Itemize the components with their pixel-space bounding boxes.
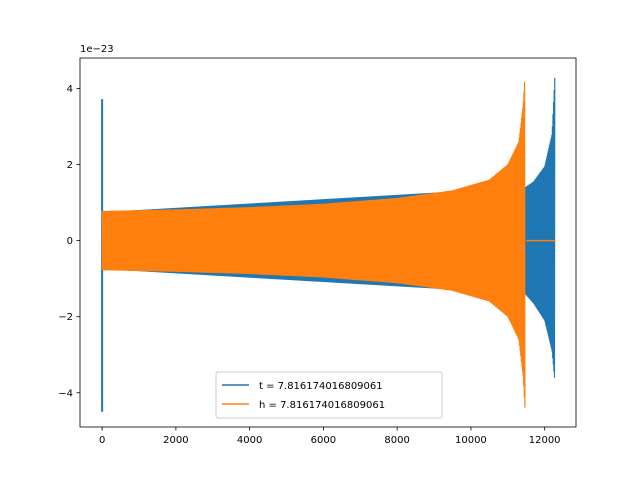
x-tick-label: 2000 (163, 435, 188, 446)
legend-box (215, 371, 443, 419)
legend-label: t = 7.816174016809061 (259, 381, 383, 392)
plot-content (101, 77, 556, 412)
legend: t = 7.816174016809061 h = 7.8161740168090… (215, 371, 443, 419)
x-tick-label: 10000 (455, 435, 487, 446)
y-tick-label: −4 (58, 388, 73, 399)
x-tick-label: 12000 (529, 435, 561, 446)
x-axis: 0 2000 4000 6000 8000 10000 12000 (99, 427, 561, 446)
plot-frame (79, 57, 577, 428)
y-tick-label: 0 (67, 236, 73, 247)
y-offset-text: 1e−23 (80, 44, 114, 55)
legend-label: h = 7.816174016809061 (259, 400, 385, 411)
y-tick-label: 2 (67, 160, 73, 171)
x-tick-label: 0 (99, 435, 105, 446)
series-h-line (101, 81, 526, 408)
y-tick-label: −2 (58, 312, 73, 323)
y-axis: −4 −2 0 2 4 (58, 84, 80, 399)
x-tick-label: 8000 (384, 435, 409, 446)
y-tick-label: 4 (67, 84, 73, 95)
x-tick-label: 6000 (311, 435, 336, 446)
x-tick-label: 4000 (237, 435, 262, 446)
